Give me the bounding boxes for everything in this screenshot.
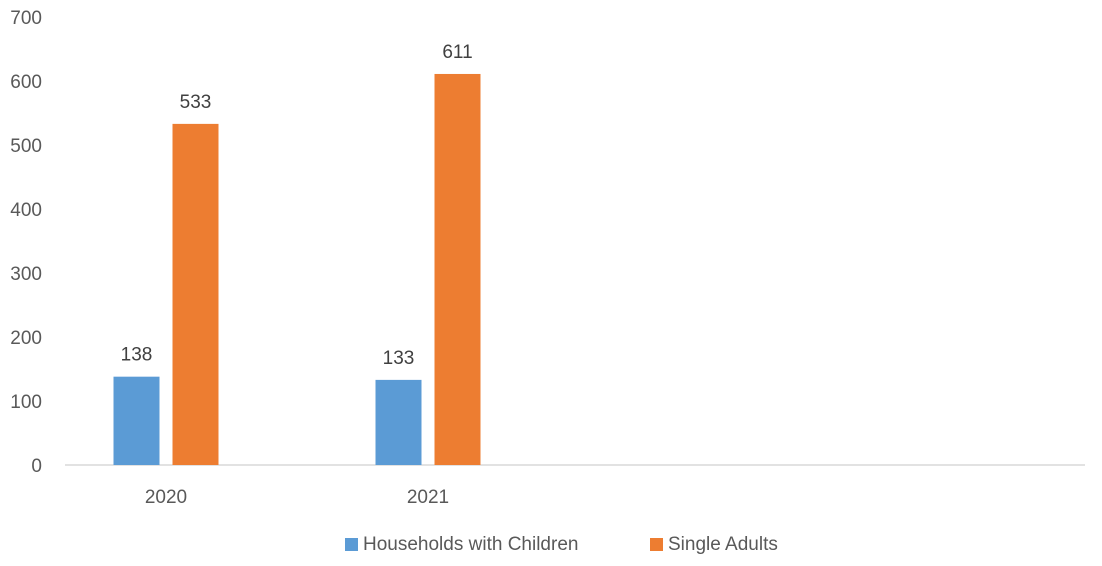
data-label: 138 [121, 345, 153, 366]
legend-swatch [345, 538, 358, 551]
x-tick-label: 2021 [407, 487, 449, 508]
bar-single-adults-2020 [172, 123, 219, 465]
x-axis: 2020 2021 [145, 487, 449, 508]
legend-swatch [650, 538, 663, 551]
data-label: 133 [383, 348, 415, 369]
y-tick-label: 400 [10, 200, 42, 221]
legend: Households with Children Single Adults [345, 534, 778, 555]
y-tick-label: 300 [10, 264, 42, 285]
bar-households-with-children-2020 [113, 376, 160, 465]
bar-single-adults-2021 [434, 73, 481, 466]
bars-group: 138 533 133 611 [113, 42, 481, 466]
y-tick-label: 0 [31, 456, 42, 477]
y-tick-label: 200 [10, 328, 42, 349]
y-axis: 0 100 200 300 400 500 600 700 [10, 8, 42, 477]
x-tick-label: 2020 [145, 487, 187, 508]
legend-label: Households with Children [363, 534, 578, 555]
y-tick-label: 700 [10, 8, 42, 29]
data-label: 611 [442, 42, 472, 63]
y-tick-label: 600 [10, 72, 42, 93]
legend-label: Single Adults [668, 534, 778, 555]
data-label: 533 [180, 92, 212, 113]
bar-households-with-children-2021 [375, 379, 422, 465]
y-tick-label: 100 [10, 392, 42, 413]
y-tick-label: 500 [10, 136, 42, 157]
